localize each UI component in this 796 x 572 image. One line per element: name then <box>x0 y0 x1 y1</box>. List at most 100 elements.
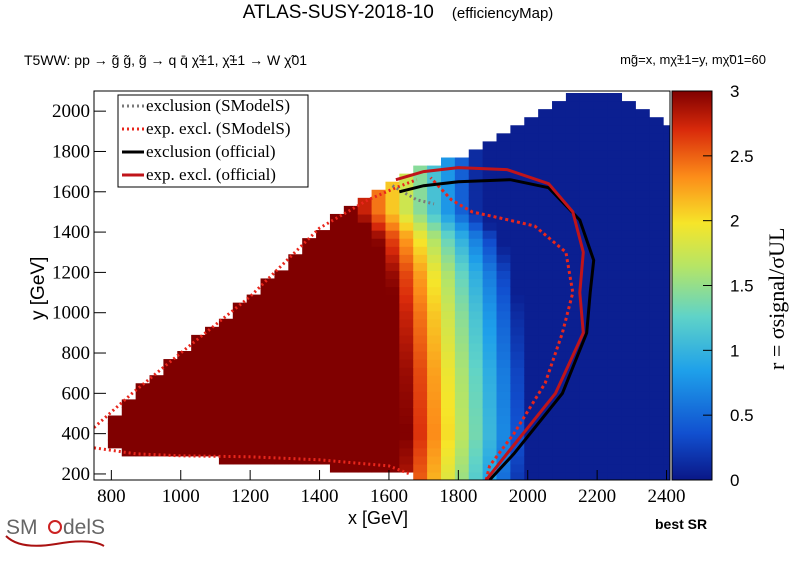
heatmap-cell <box>274 342 289 352</box>
heatmap-cell <box>663 262 670 271</box>
heatmap-cell <box>621 342 636 352</box>
heatmap-cell <box>454 471 470 480</box>
heatmap-cell <box>468 351 484 360</box>
heatmap-cell <box>316 447 331 457</box>
heatmap-cell <box>440 189 456 199</box>
heatmap-cell <box>649 197 664 207</box>
heatmap-cell <box>607 334 623 344</box>
heatmap-cell <box>288 391 303 400</box>
y-tick-label: 600 <box>62 383 91 404</box>
heatmap-cell <box>663 254 670 263</box>
heatmap-cell <box>191 383 206 392</box>
heatmap-cell <box>635 383 650 392</box>
heatmap-cell <box>579 359 595 368</box>
heatmap-cell <box>552 205 567 215</box>
heatmap-cell <box>621 367 636 376</box>
heatmap-cell <box>524 238 539 247</box>
heatmap-cell <box>163 367 178 376</box>
heatmap-cell <box>621 270 636 280</box>
heatmap-cell <box>552 342 567 352</box>
heatmap-cell <box>510 222 525 231</box>
heatmap-cell <box>288 326 303 336</box>
heatmap-cell <box>274 326 289 336</box>
heatmap-cell <box>579 342 595 352</box>
heatmap-cell <box>399 286 414 296</box>
heatmap-cell <box>635 447 650 457</box>
heatmap-cell <box>649 165 664 175</box>
heatmap-cell <box>107 439 123 449</box>
heatmap-cell <box>427 181 442 191</box>
heatmap-cell <box>399 294 414 304</box>
heatmap-cell <box>427 310 442 320</box>
heatmap-cell <box>343 439 359 449</box>
x-tick-label: 800 <box>97 486 126 507</box>
heatmap-cell <box>468 262 484 271</box>
heatmap-cell <box>482 181 498 191</box>
heatmap-cell <box>343 286 359 296</box>
heatmap-cell <box>288 286 303 296</box>
heatmap-cell <box>524 318 539 328</box>
heatmap-cell <box>552 326 567 336</box>
heatmap-cell <box>468 149 484 159</box>
legend-entry-label: exp. excl. (official) <box>146 165 276 184</box>
heatmap-cell <box>440 222 456 231</box>
heatmap-cell <box>413 391 428 400</box>
heatmap-cell <box>413 294 428 304</box>
heatmap-cell <box>454 318 470 328</box>
heatmap-cell <box>538 246 553 255</box>
heatmap-cell <box>454 391 470 400</box>
heatmap-cell <box>135 399 151 409</box>
heatmap-cell <box>538 189 553 199</box>
heatmap-cell <box>288 455 303 465</box>
heatmap-cell <box>649 334 664 344</box>
heatmap-cell <box>454 181 470 191</box>
heatmap-cell <box>510 230 525 239</box>
heatmap-cell <box>316 230 331 239</box>
heatmap-cell <box>454 254 470 263</box>
heatmap-cell <box>454 278 470 288</box>
axes: 800 1000 1200 1400 1600 1800 2000 2200 2400 200 40… <box>52 101 686 507</box>
heatmap-cell <box>288 302 303 312</box>
heatmap-cell <box>468 455 484 465</box>
heatmap-cell <box>607 213 623 223</box>
heatmap-cell <box>121 407 137 417</box>
heatmap-cell <box>649 286 664 296</box>
heatmap-cell <box>649 439 664 449</box>
heatmap-cell <box>482 157 498 167</box>
heatmap-cell <box>399 213 414 223</box>
heatmap-cell <box>440 375 456 384</box>
heatmap-cell <box>565 342 581 352</box>
heatmap-cell <box>246 359 262 368</box>
heatmap-cell <box>482 189 498 199</box>
heatmap-cell <box>357 359 373 368</box>
heatmap-cell <box>524 205 539 215</box>
heatmap-cell <box>302 278 317 288</box>
heatmap-cell <box>552 294 567 304</box>
heatmap-cell <box>510 173 525 183</box>
heatmap-cell <box>663 383 670 392</box>
heatmap-cell <box>232 342 248 352</box>
heatmap-cell <box>593 133 609 142</box>
heatmap-cell <box>385 407 400 417</box>
heatmap-cell <box>454 238 470 247</box>
heatmap-cell <box>607 270 623 280</box>
heatmap-cell <box>454 270 470 280</box>
heatmap-cell <box>329 439 345 449</box>
heatmap-cell <box>468 471 484 480</box>
heatmap-cell <box>635 367 650 376</box>
heatmap-cell <box>496 133 511 142</box>
heatmap-cell <box>524 334 539 344</box>
heatmap-cell <box>552 141 567 151</box>
heatmap-cell <box>205 399 220 409</box>
heatmap-cell <box>607 471 623 480</box>
heatmap-cell <box>316 383 331 392</box>
heatmap-cell <box>260 383 276 392</box>
heatmap-cell <box>621 310 636 320</box>
heatmap-cell <box>316 439 331 449</box>
heatmap-cell <box>635 342 650 352</box>
heatmap-cell <box>565 254 581 263</box>
heatmap-cell <box>593 310 609 320</box>
heatmap-cell <box>385 230 400 239</box>
heatmap-cell <box>496 157 511 167</box>
heatmap-cell <box>663 189 670 199</box>
